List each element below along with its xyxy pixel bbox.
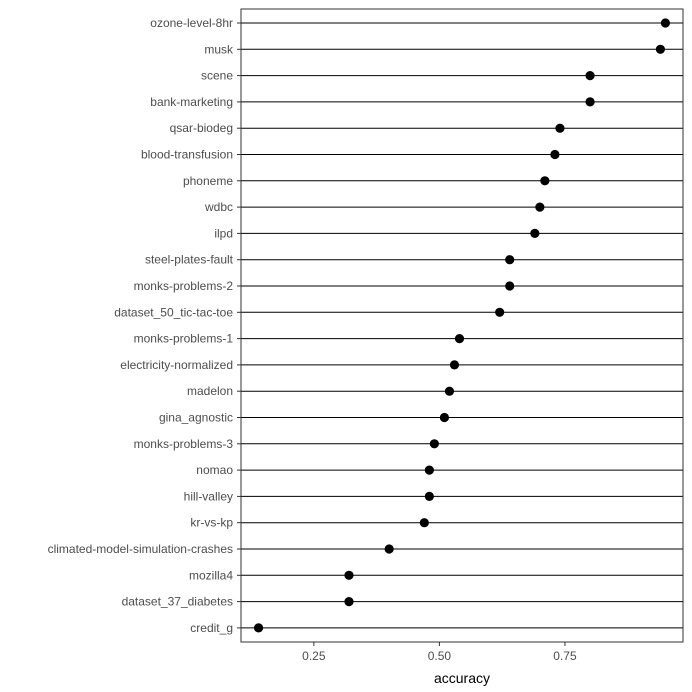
data-point (585, 97, 595, 107)
plot-panel-border (240, 8, 684, 643)
y-tick-label: nomao (196, 463, 233, 477)
y-tick-label: credit_g (190, 621, 233, 635)
y-tick-label: madelon (187, 384, 233, 398)
y-tick-label: gina_agnostic (159, 411, 233, 425)
y-tick-label: steel-plates-fault (145, 253, 234, 267)
data-point (424, 491, 434, 501)
data-point (555, 123, 565, 133)
x-axis-title: accuracy (434, 670, 490, 686)
x-tick-label: 0.50 (428, 649, 452, 663)
y-tick-label: dataset_50_tic-tac-toe (114, 305, 233, 319)
data-point (530, 228, 540, 238)
x-tick-label: 0.25 (302, 649, 326, 663)
data-point (253, 623, 264, 633)
chart-rows: ozone-level-8hr musk scene bank-marketing qs… (48, 16, 683, 635)
y-tick-label: ilpd (214, 226, 233, 240)
data-point (505, 255, 515, 265)
y-tick-label: electricity-normalized (120, 358, 233, 372)
data-point (535, 202, 545, 212)
y-tick-label: monks-problems-3 (134, 437, 234, 451)
data-point (660, 18, 671, 28)
y-tick-label: monks-problems-1 (134, 332, 234, 346)
data-point (540, 176, 550, 186)
data-point (429, 439, 439, 449)
data-point (444, 386, 455, 396)
x-axis: 0.25 0.50 0.75 (302, 642, 577, 663)
data-point (344, 570, 354, 580)
y-tick-label: qsar-biodeg (170, 121, 233, 135)
y-tick-label: phoneme (183, 174, 233, 188)
data-point (384, 544, 394, 554)
data-point (655, 44, 665, 54)
data-point (454, 334, 465, 344)
y-tick-label: kr-vs-kp (190, 516, 233, 530)
data-point (439, 412, 450, 423)
y-tick-label: mozilla4 (189, 568, 233, 582)
data-point (344, 597, 354, 607)
y-tick-label: bank-marketing (150, 95, 233, 109)
data-point (495, 307, 505, 317)
y-tick-label: blood-transfusion (141, 148, 233, 162)
data-point (550, 149, 560, 160)
y-tick-label: hill-valley (184, 489, 233, 503)
y-tick-label: wdbc (204, 200, 233, 214)
y-tick-label: ozone-level-8hr (150, 16, 233, 30)
y-tick-label: dataset_37_diabetes (122, 595, 233, 609)
y-tick-label: monks-problems-2 (134, 279, 234, 293)
x-tick-label: 0.75 (553, 649, 577, 663)
data-point (419, 518, 429, 528)
y-tick-label: musk (204, 42, 234, 56)
data-point (449, 360, 460, 370)
data-point (585, 71, 595, 81)
data-point (505, 281, 515, 291)
data-point (424, 465, 434, 475)
y-tick-label: scene (201, 69, 233, 83)
y-tick-label: climated-model-simulation-crashes (48, 542, 233, 556)
